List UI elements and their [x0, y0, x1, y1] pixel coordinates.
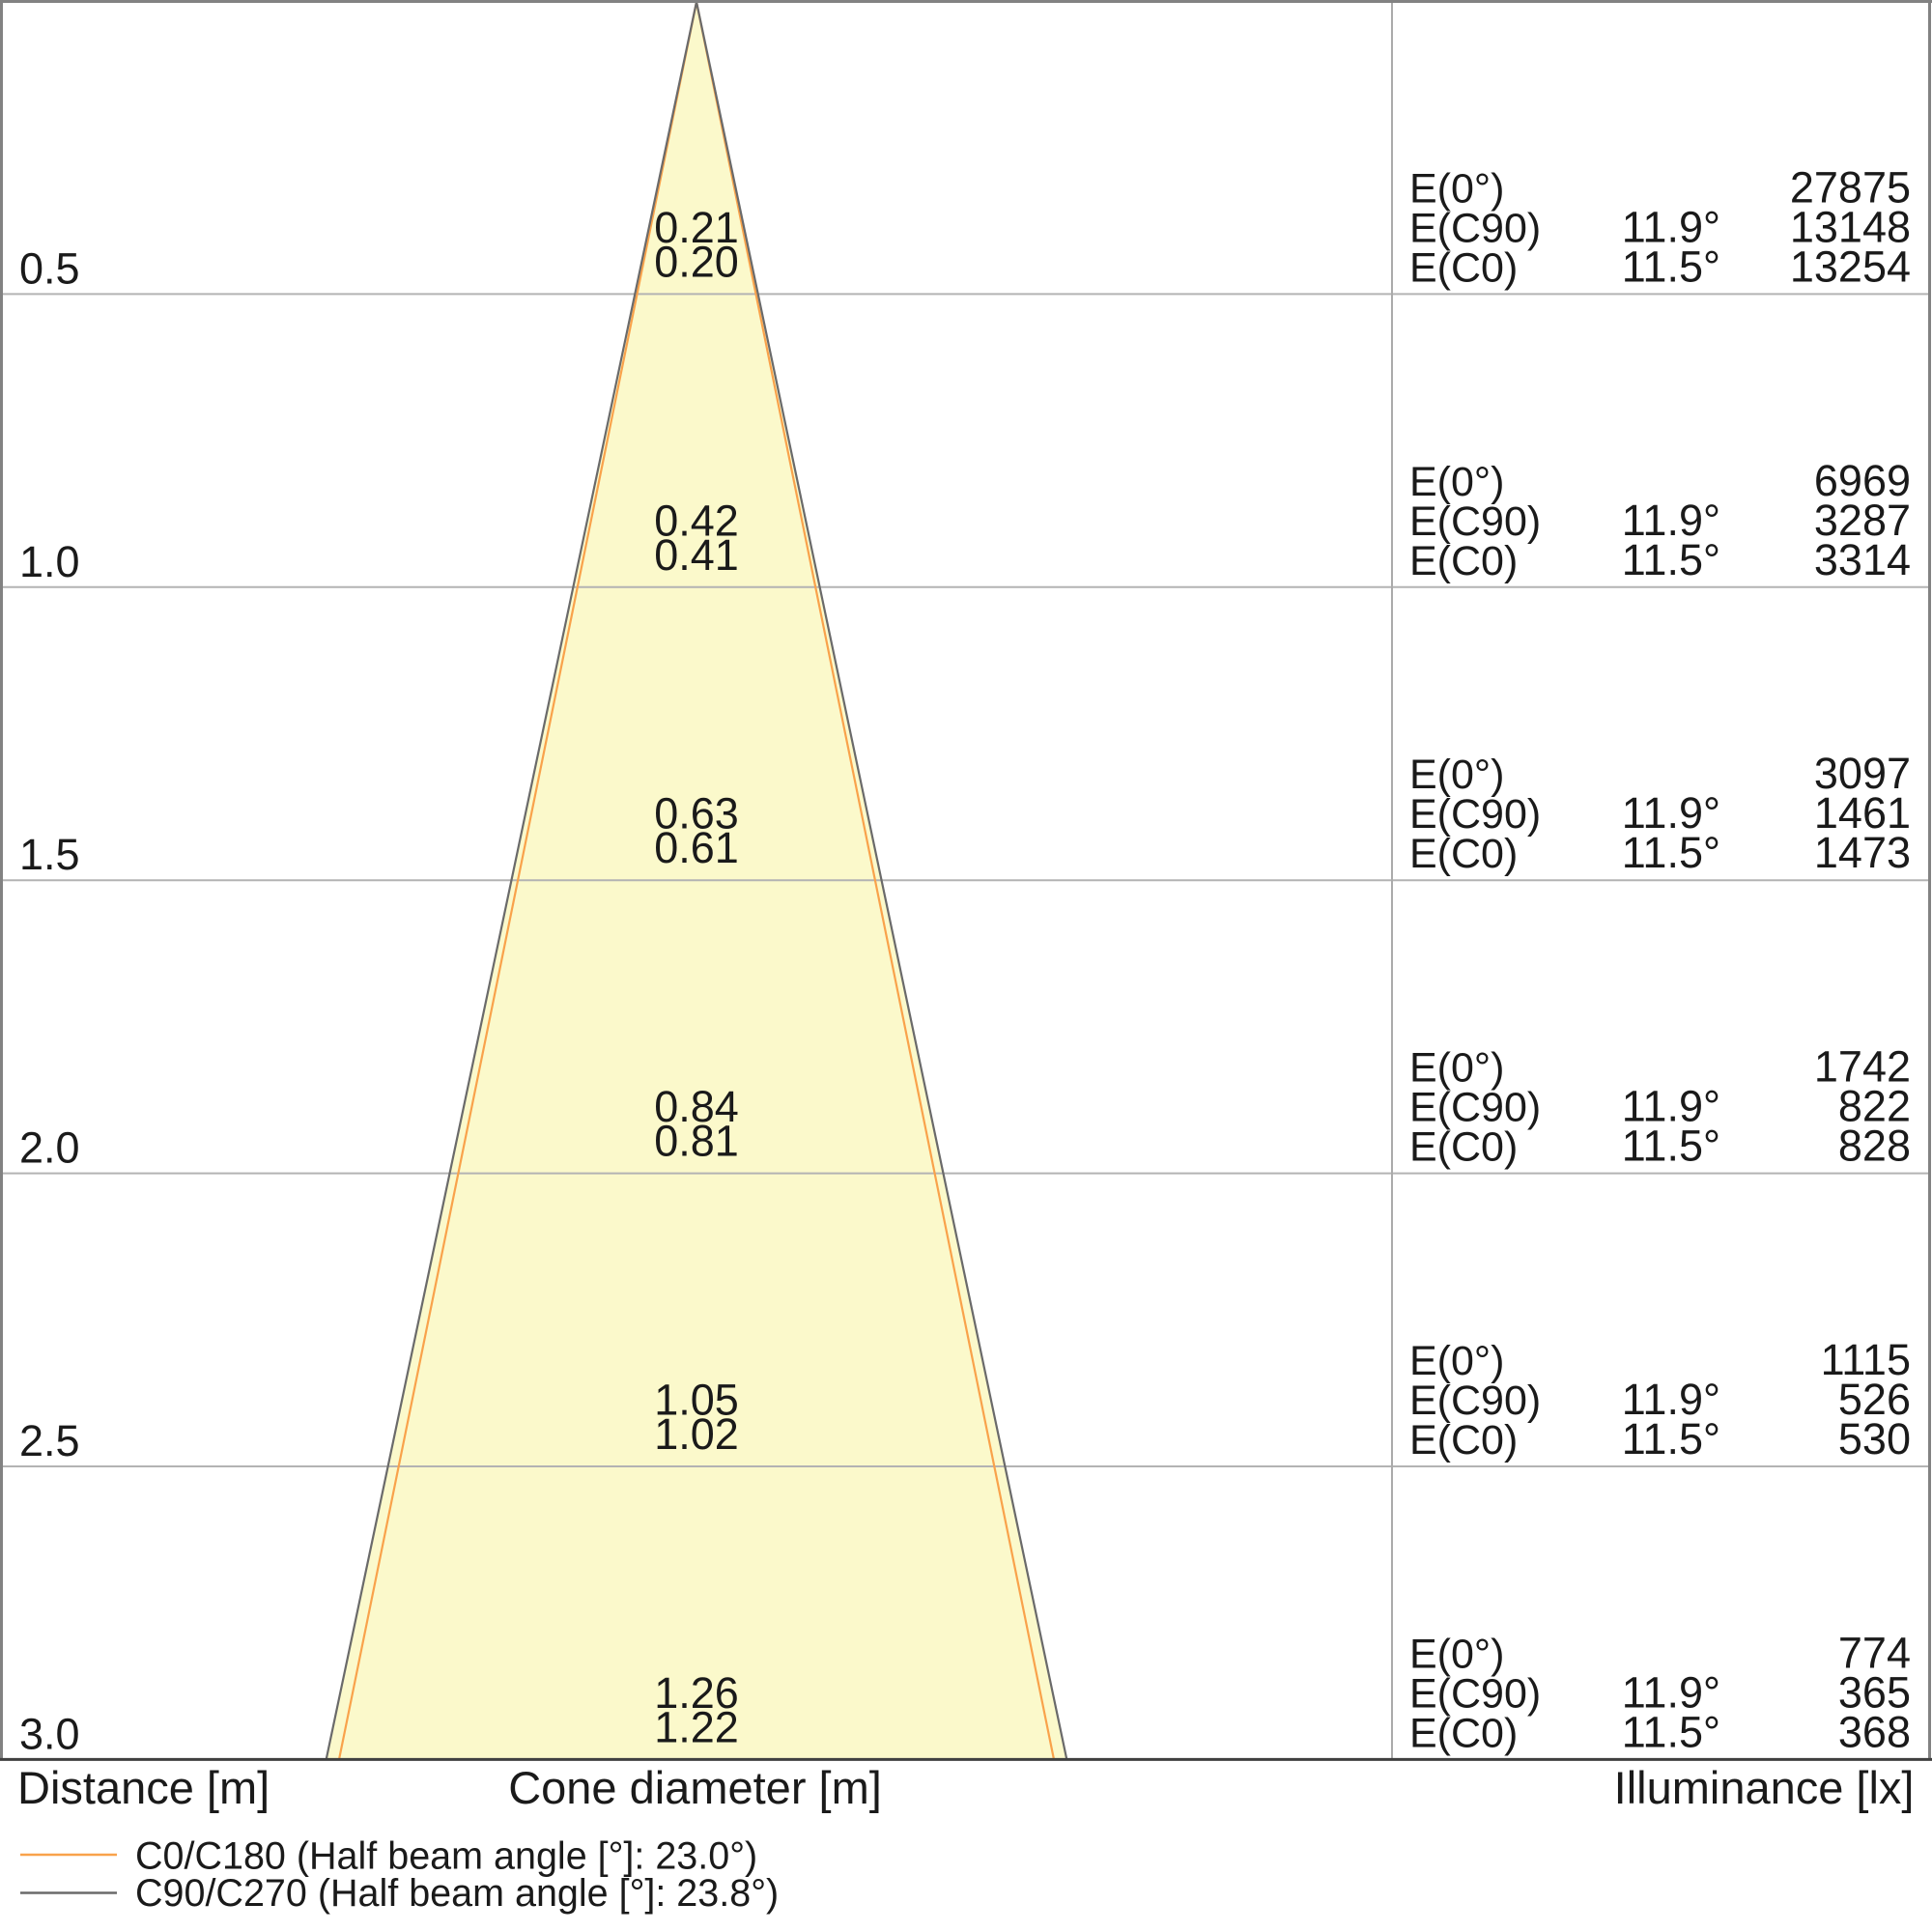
svg-text:2.5: 2.5: [19, 1416, 80, 1465]
svg-text:E(0°): E(0°): [1409, 1631, 1504, 1677]
svg-text:11.9°: 11.9°: [1622, 496, 1720, 545]
svg-text:11.9°: 11.9°: [1622, 788, 1720, 838]
svg-text:C90/C270 (Half beam angle [°]:: C90/C270 (Half beam angle [°]: 23.8°): [135, 1872, 779, 1915]
svg-text:11.5°: 11.5°: [1622, 1122, 1720, 1171]
svg-text:3287: 3287: [1814, 496, 1911, 545]
svg-text:13254: 13254: [1790, 242, 1911, 291]
svg-text:E(0°): E(0°): [1409, 165, 1504, 212]
svg-text:11.5°: 11.5°: [1622, 1414, 1720, 1463]
svg-text:E(C0): E(C0): [1409, 538, 1518, 584]
svg-text:3314: 3314: [1814, 535, 1911, 584]
svg-text:E(C0): E(C0): [1409, 1710, 1518, 1756]
svg-text:1.22: 1.22: [654, 1702, 739, 1751]
svg-text:365: 365: [1838, 1667, 1911, 1717]
svg-text:2.0: 2.0: [19, 1123, 80, 1173]
svg-text:11.5°: 11.5°: [1622, 1707, 1720, 1756]
svg-text:Distance [m]: Distance [m]: [17, 1762, 270, 1813]
svg-text:0.41: 0.41: [654, 530, 739, 580]
svg-text:0.5: 0.5: [19, 243, 80, 293]
svg-text:11.9°: 11.9°: [1622, 1082, 1720, 1131]
svg-text:Cone diameter [m]: Cone diameter [m]: [508, 1762, 882, 1813]
svg-text:530: 530: [1838, 1414, 1911, 1463]
svg-text:E(C0): E(C0): [1409, 831, 1518, 877]
svg-text:11.9°: 11.9°: [1622, 202, 1720, 251]
svg-text:11.5°: 11.5°: [1622, 242, 1720, 291]
svg-text:1473: 1473: [1814, 828, 1911, 877]
svg-text:774: 774: [1838, 1628, 1911, 1677]
svg-text:11.9°: 11.9°: [1622, 1667, 1720, 1717]
svg-text:368: 368: [1838, 1707, 1911, 1756]
svg-text:11.5°: 11.5°: [1622, 828, 1720, 877]
svg-text:E(C0): E(C0): [1409, 1417, 1518, 1463]
svg-text:1.05: 1.05: [654, 1376, 739, 1425]
svg-text:0.81: 0.81: [654, 1117, 739, 1166]
svg-text:3.0: 3.0: [19, 1709, 80, 1758]
svg-text:0.42: 0.42: [654, 496, 739, 545]
svg-text:13148: 13148: [1790, 202, 1911, 251]
svg-text:11.9°: 11.9°: [1622, 1375, 1720, 1424]
svg-text:0.63: 0.63: [654, 789, 739, 838]
svg-text:E(0°): E(0°): [1409, 459, 1504, 505]
svg-text:E(C90): E(C90): [1409, 1085, 1541, 1131]
svg-text:526: 526: [1838, 1375, 1911, 1424]
svg-text:822: 822: [1838, 1082, 1911, 1131]
svg-text:E(0°): E(0°): [1409, 1338, 1504, 1384]
svg-text:E(C0): E(C0): [1409, 1124, 1518, 1171]
svg-text:E(C0): E(C0): [1409, 244, 1518, 291]
svg-text:3097: 3097: [1814, 749, 1911, 798]
svg-text:1.26: 1.26: [654, 1668, 739, 1718]
svg-text:27875: 27875: [1790, 162, 1911, 212]
svg-text:0.21: 0.21: [654, 203, 739, 252]
svg-text:Illuminance [lx]: Illuminance [lx]: [1614, 1762, 1915, 1813]
svg-text:828: 828: [1838, 1122, 1911, 1171]
svg-text:C0/C180 (Half beam angle [°]:: C0/C180 (Half beam angle [°]: 23.0°): [135, 1835, 757, 1878]
svg-text:E(C90): E(C90): [1409, 498, 1541, 545]
svg-text:1461: 1461: [1814, 788, 1911, 838]
svg-text:1.02: 1.02: [654, 1409, 739, 1459]
svg-text:1.5: 1.5: [19, 830, 80, 879]
svg-text:E(C90): E(C90): [1409, 1670, 1541, 1717]
svg-text:0.84: 0.84: [654, 1082, 739, 1131]
svg-text:E(C90): E(C90): [1409, 1378, 1541, 1424]
svg-text:1115: 1115: [1821, 1335, 1911, 1384]
svg-text:1742: 1742: [1814, 1042, 1911, 1092]
svg-text:E(0°): E(0°): [1409, 752, 1504, 798]
svg-text:E(C90): E(C90): [1409, 791, 1541, 838]
svg-text:E(0°): E(0°): [1409, 1045, 1504, 1092]
svg-text:11.5°: 11.5°: [1622, 535, 1720, 584]
svg-text:0.20: 0.20: [654, 237, 739, 286]
svg-text:0.61: 0.61: [654, 823, 739, 872]
svg-text:6969: 6969: [1814, 456, 1911, 505]
svg-text:1.0: 1.0: [19, 537, 80, 586]
svg-text:E(C90): E(C90): [1409, 205, 1541, 251]
